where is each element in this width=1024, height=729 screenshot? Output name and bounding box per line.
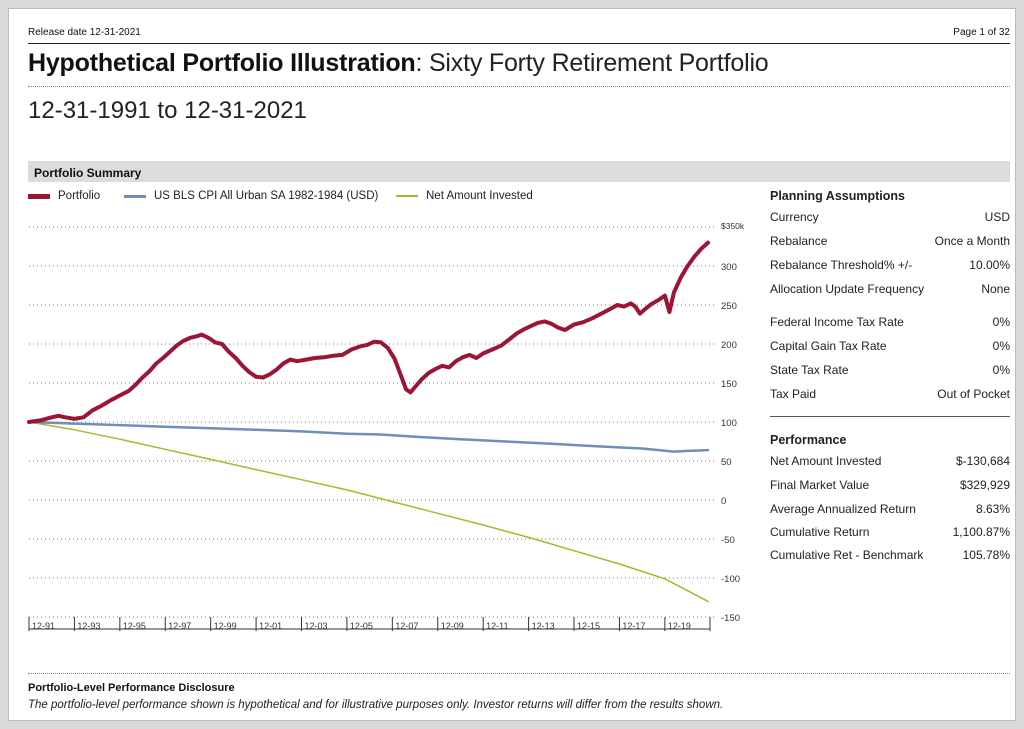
x-tick-label: 12-99 [214,621,237,631]
y-tick-label: 50 [721,457,732,468]
section-title: Portfolio Summary [28,161,1010,182]
x-tick-label: 12-13 [532,621,555,631]
planning-value: Once a Month [934,234,1010,248]
legend-swatch-net-invested [396,195,418,197]
x-tick-label: 12-95 [123,621,146,631]
legend-item-portfolio: Portfolio [28,190,100,202]
planning-label: Tax Paid [770,387,817,401]
performance-value: $329,929 [959,478,1010,492]
y-tick-label: -100 [721,574,740,585]
x-tick-label: 12-15 [577,621,600,631]
performance-label: Average Annualized Return [770,502,916,516]
performance-label: Final Market Value [770,478,870,492]
planning-label: Currency [770,210,819,224]
performance-value: $-130,684 [955,454,1010,468]
release-date: Release date 12-31-2021 [28,27,141,38]
performance-divider [770,416,1010,417]
planning-value: Out of Pocket [937,387,1010,401]
planning-heading: Planning Assumptions [770,189,905,203]
report-title-rest: : Sixty Forty Retirement Portfolio [415,49,769,77]
y-tick-label: 0 [721,496,726,507]
planning-label: Allocation Update Frequency [770,282,925,296]
planning-value: 0% [992,315,1010,329]
y-tick-label: 200 [721,340,737,351]
page-header: Release date 12-31-2021 Page 1 of 32 [28,26,1010,44]
performance-value: 1,100.87% [952,525,1010,539]
y-tick-label: 150 [721,379,737,390]
disclosure-divider [28,673,1010,674]
y-tick-label: $350k [721,221,745,231]
y-tick-label: -150 [721,613,740,624]
planning-value: None [981,282,1010,296]
x-tick-label: 12-97 [168,621,191,631]
planning-value: 0% [992,363,1010,377]
legend-item-cpi: US BLS CPI All Urban SA 1982-1984 (USD) [124,190,378,202]
x-tick-label: 12-03 [305,621,328,631]
disclosure-text: The portfolio-level performance shown is… [28,699,724,711]
planning-rows: Currency USD Rebalance Once a Month Rebalanc… [770,211,1010,421]
x-tick-label: 12-05 [350,621,373,631]
x-tick-label: 12-01 [259,621,282,631]
planning-label: State Tax Rate [770,363,849,377]
performance-label: Cumulative Ret - Benchmark [770,548,924,562]
y-tick-label: -50 [721,535,735,546]
net-invested-line [28,421,709,603]
performance-value: 105.78% [962,548,1010,562]
report-title-bold: Hypothetical Portfolio Illustration [28,49,416,77]
planning-label: Rebalance Threshold% +/- [770,258,913,272]
portfolio-line [27,240,710,424]
planning-label: Capital Gain Tax Rate [770,339,887,353]
x-tick-label: 12-19 [668,621,691,631]
planning-value: 10.00% [969,258,1010,272]
legend-item-net-invested: Net Amount Invested [396,190,533,202]
title-divider [28,86,1010,87]
planning-label: Federal Income Tax Rate [770,315,904,329]
x-tick-label: 12-93 [77,621,100,631]
disclosure-heading: Portfolio-Level Performance Disclosure [28,682,235,694]
planning-assumptions-panel: Planning Assumptions [770,189,1010,203]
planning-label: Rebalance [770,234,828,248]
legend-label-net-invested: Net Amount Invested [426,190,533,202]
portfolio-line-chart: $350k 300 250 200 150 100 50 0 -50 -100 -150 12-91 1… [27,221,745,631]
x-tick-label: 12-91 [32,621,55,631]
planning-value: 0% [992,339,1010,353]
legend-label-portfolio: Portfolio [58,190,101,202]
y-tick-label: 300 [721,262,737,273]
y-tick-label: 100 [721,418,737,429]
x-tick-label: 12-07 [395,621,418,631]
x-tick-label: 12-11 [486,621,508,631]
legend-swatch-cpi [124,194,146,198]
performance-label: Net Amount Invested [770,454,882,468]
performance-label: Cumulative Return [770,525,870,539]
performance-value: 8.63% [975,502,1010,516]
planning-value: USD [984,210,1010,224]
date-range: 12-31-1991 to 12-31-2021 [28,97,307,124]
page-number: Page 1 of 32 [953,27,1010,38]
legend-swatch-portfolio [28,193,50,199]
performance-heading: Performance [770,433,847,447]
performance-rows: Net Amount Invested $-130,684 Final Market… [770,455,1010,595]
report-page: Release date 12-31-2021 Page 1 of 32 Hyp… [8,8,1016,721]
x-tick-label: 12-17 [622,621,645,631]
report-title: Hypothetical Portfolio Illustration: Six… [28,49,769,78]
cpi-line [27,420,710,453]
legend-label-cpi: US BLS CPI All Urban SA 1982-1984 (USD) [154,190,379,202]
y-tick-label: 250 [721,301,737,312]
x-tick-label: 12-09 [441,621,464,631]
